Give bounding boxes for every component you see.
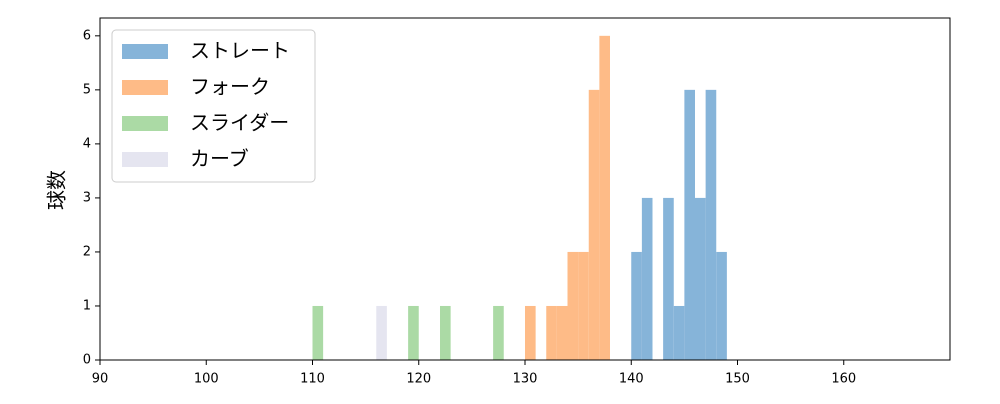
x-tick-label: 140 <box>619 372 644 387</box>
y-tick-label: 3 <box>83 190 91 205</box>
y-tick-label: 1 <box>83 298 91 313</box>
bar <box>588 89 600 360</box>
x-tick-label: 110 <box>300 372 325 387</box>
bar <box>525 305 536 360</box>
legend-swatch <box>122 80 168 95</box>
x-tick-label: 160 <box>831 372 856 387</box>
bar <box>663 197 674 360</box>
x-tick-label: 130 <box>513 372 538 387</box>
x-tick-label: 120 <box>406 372 431 387</box>
bar <box>578 251 589 360</box>
bar <box>493 305 504 360</box>
bar <box>673 305 685 360</box>
bar <box>440 305 451 360</box>
bar <box>546 305 557 360</box>
legend-swatch <box>122 116 168 131</box>
bar <box>716 251 727 360</box>
legend-swatch <box>122 152 168 167</box>
legend-swatch <box>122 44 168 59</box>
y-axis-label: 球数 <box>45 170 69 210</box>
bar <box>312 305 324 360</box>
bar <box>641 197 653 360</box>
bar <box>556 305 568 360</box>
x-tick-label: 90 <box>92 372 109 387</box>
bar <box>684 89 695 360</box>
y-tick-label: 4 <box>83 136 91 151</box>
legend-label: フォーク <box>190 75 270 99</box>
legend-label: カーブ <box>190 147 249 171</box>
bar <box>408 305 419 360</box>
legend-box <box>111 29 316 183</box>
bar <box>599 35 610 361</box>
bar <box>705 89 717 360</box>
bar <box>376 305 387 360</box>
y-tick-label: 0 <box>83 353 91 368</box>
bar <box>631 251 642 360</box>
legend-label: ストレート <box>190 39 290 63</box>
x-tick-label: 150 <box>725 372 750 387</box>
x-tick-label: 100 <box>194 372 219 387</box>
bar <box>695 197 706 360</box>
legend-label: スライダー <box>190 111 289 135</box>
y-tick-label: 2 <box>83 244 91 259</box>
y-tick-label: 5 <box>83 82 91 97</box>
bar <box>567 251 579 360</box>
y-tick-label: 6 <box>83 28 91 43</box>
